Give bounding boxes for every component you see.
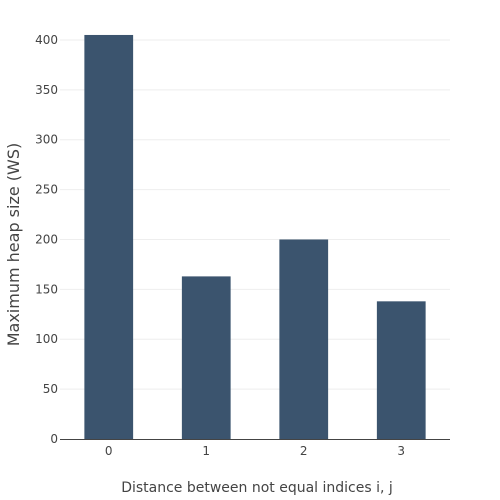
bar-3	[377, 301, 426, 439]
x-tick-label: 2	[300, 444, 308, 458]
y-tick-label: 400	[35, 33, 58, 47]
x-tick-label: 1	[202, 444, 210, 458]
x-tick-label: 0	[105, 444, 113, 458]
x-tick-labels: 0 1 2 3	[105, 444, 405, 458]
y-tick-label: 200	[35, 232, 58, 246]
y-axis-title: Maximum heap size (WS)	[4, 143, 23, 347]
y-tick-label: 50	[43, 382, 58, 396]
bars	[84, 35, 425, 439]
y-tick-label: 250	[35, 183, 58, 197]
bar-0	[84, 35, 133, 439]
y-tick-label: 0	[50, 432, 58, 446]
x-tick-label: 3	[397, 444, 405, 458]
y-tick-label: 100	[35, 332, 58, 346]
y-tick-labels: 0 50 100 150 200 250 300 350 400	[35, 33, 58, 446]
y-tick-label: 350	[35, 83, 58, 97]
y-tick-label: 300	[35, 133, 58, 147]
bar-1	[182, 276, 231, 439]
x-axis-title: Distance between not equal indices i, j	[121, 480, 393, 496]
bar-2	[279, 239, 328, 439]
y-tick-label: 150	[35, 282, 58, 296]
